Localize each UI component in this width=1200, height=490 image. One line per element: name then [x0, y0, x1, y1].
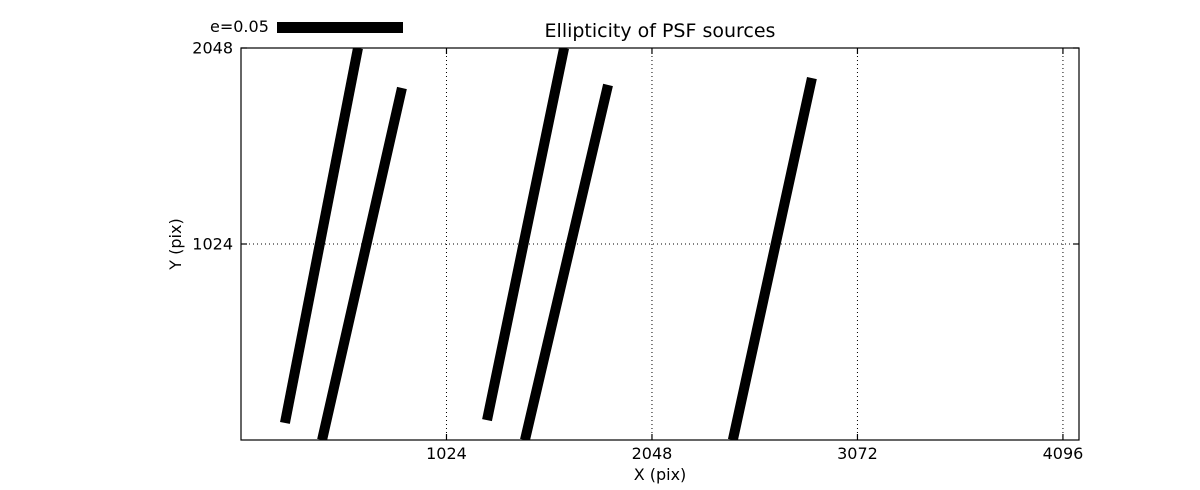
legend-label: e=0.05 [210, 17, 269, 36]
y-tick-label-1024: 1024 [192, 235, 233, 254]
y-tick-label-2048: 2048 [192, 39, 233, 58]
psf-stick-1 [280, 48, 363, 424]
x-tick-label-4096: 4096 [1043, 444, 1084, 463]
y-axis-label: Y (pix) [166, 218, 185, 270]
psf-stick-3 [482, 48, 569, 422]
legend-scale-bar [276, 21, 403, 33]
x-axis-label: X (pix) [633, 465, 687, 484]
psf-stick-2 [317, 86, 407, 440]
psf-stick-4 [520, 83, 613, 440]
x-tick-label-3072: 3072 [837, 444, 878, 463]
stick-group [280, 48, 817, 440]
x-tick-label-2048: 2048 [632, 444, 673, 463]
chart-title: Ellipticity of PSF sources [544, 20, 776, 42]
psf-stick-5 [727, 76, 817, 440]
x-tick-label-1024: 1024 [426, 444, 467, 463]
legend: e=0.05 [210, 18, 403, 36]
